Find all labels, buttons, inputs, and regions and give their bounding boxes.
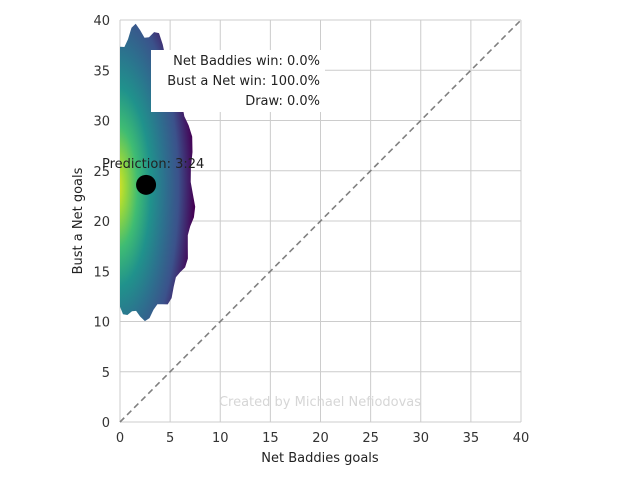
x-axis-label: Net Baddies goals [261, 451, 379, 466]
x-tick-label-15: 15 [262, 431, 279, 446]
y-tick-label-10: 10 [93, 316, 110, 331]
prediction-label: Prediction: 3:24 [102, 157, 204, 172]
watermark-text: Created by Michael Nefiodovas [219, 395, 421, 410]
y-axis-label: Bust a Net goals [71, 167, 86, 274]
annotation-line-0: Net Baddies win: 0.0% [173, 54, 320, 69]
x-tick-label-30: 30 [412, 431, 429, 446]
annotation-line-2: Draw: 0.0% [245, 94, 320, 109]
annotation-box [151, 50, 325, 112]
reference-line [119, 19, 522, 423]
prediction-point [136, 174, 157, 195]
prediction-group [136, 174, 157, 195]
x-tick-label-20: 20 [312, 431, 329, 446]
x-tick-label-35: 35 [463, 431, 480, 446]
x-tick-label-10: 10 [212, 431, 229, 446]
y-tick-label-35: 35 [93, 64, 110, 79]
y-tick-label-15: 15 [93, 265, 110, 280]
y-tick-label-40: 40 [93, 14, 110, 29]
y-tick-label-5: 5 [102, 366, 110, 381]
y-tick-label-0: 0 [102, 416, 110, 431]
y-tick-label-30: 30 [93, 115, 110, 130]
y-tick-label-20: 20 [93, 215, 110, 230]
reference-line-group [119, 19, 522, 423]
axis-ticks: 0 5 10 15 20 25 30 35 40 0 5 10 15 20 25 30 35 40 [93, 14, 529, 446]
x-tick-label-25: 25 [362, 431, 379, 446]
annotation-line-1: Bust a Net win: 100.0% [167, 74, 320, 89]
x-tick-label-5: 5 [166, 431, 174, 446]
x-tick-label-0: 0 [116, 431, 124, 446]
y-tick-label-25: 25 [93, 165, 110, 180]
x-tick-label-40: 40 [513, 431, 530, 446]
